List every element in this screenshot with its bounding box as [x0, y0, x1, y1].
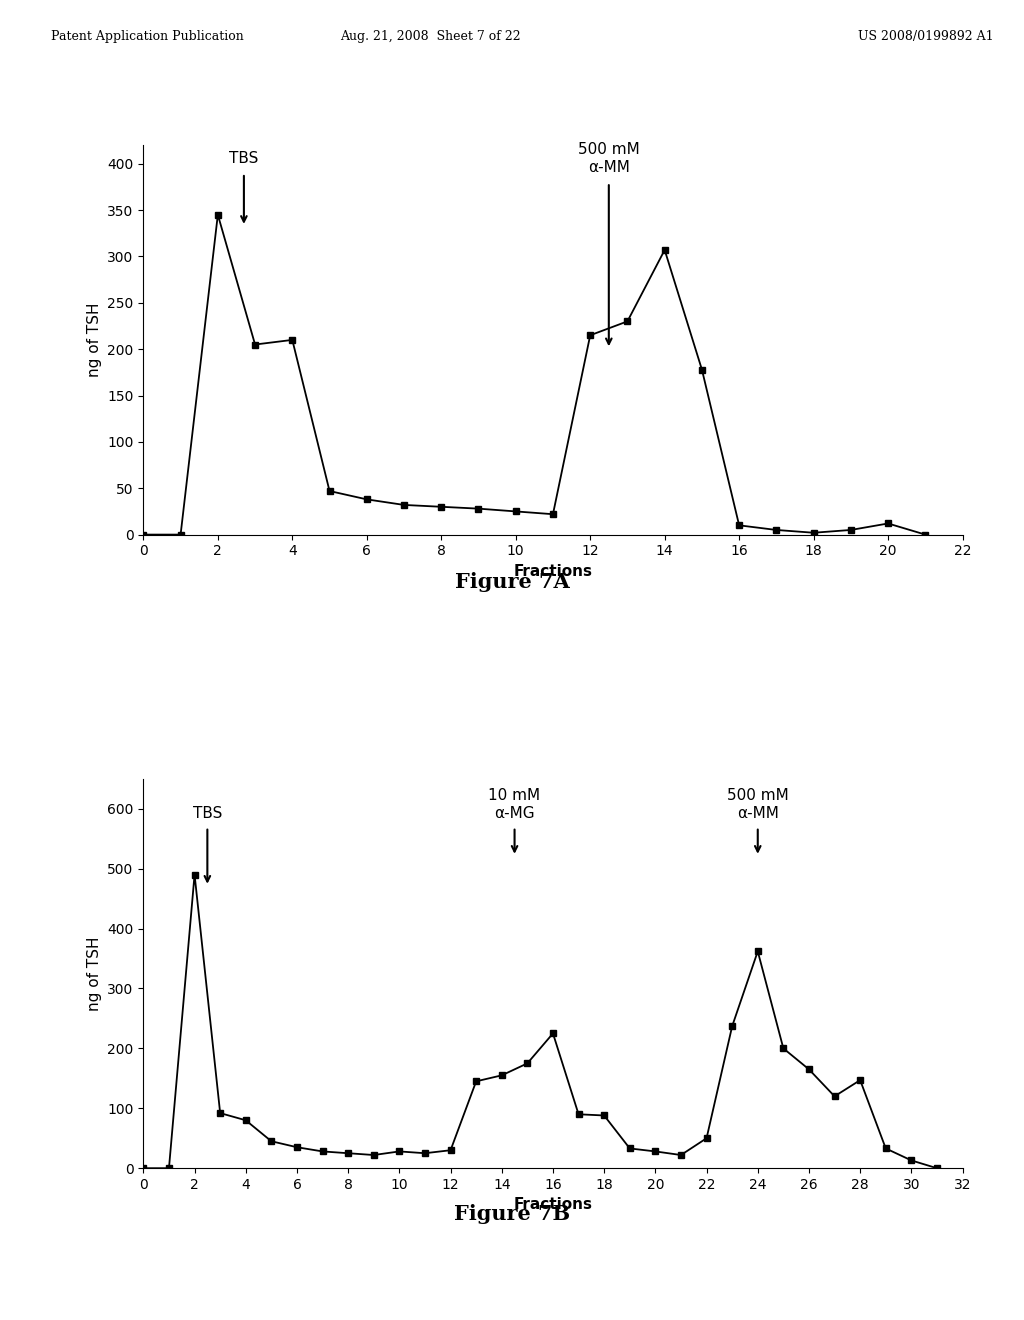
Text: 10 mM
α-MG: 10 mM α-MG [488, 788, 541, 821]
X-axis label: Fractions: Fractions [513, 1197, 593, 1213]
Text: Figure 7A: Figure 7A [455, 572, 569, 591]
Text: Figure 7B: Figure 7B [454, 1204, 570, 1224]
Text: 500 mM
α-MM: 500 mM α-MM [578, 143, 640, 174]
Text: 500 mM
α-MM: 500 mM α-MM [727, 788, 788, 821]
Text: TBS: TBS [193, 805, 222, 821]
Y-axis label: ng of TSH: ng of TSH [87, 936, 101, 1011]
Text: Patent Application Publication: Patent Application Publication [51, 30, 244, 44]
Y-axis label: ng of TSH: ng of TSH [87, 302, 101, 378]
Text: TBS: TBS [229, 150, 259, 165]
Text: Aug. 21, 2008  Sheet 7 of 22: Aug. 21, 2008 Sheet 7 of 22 [340, 30, 520, 44]
Text: US 2008/0199892 A1: US 2008/0199892 A1 [858, 30, 993, 44]
X-axis label: Fractions: Fractions [513, 564, 593, 579]
